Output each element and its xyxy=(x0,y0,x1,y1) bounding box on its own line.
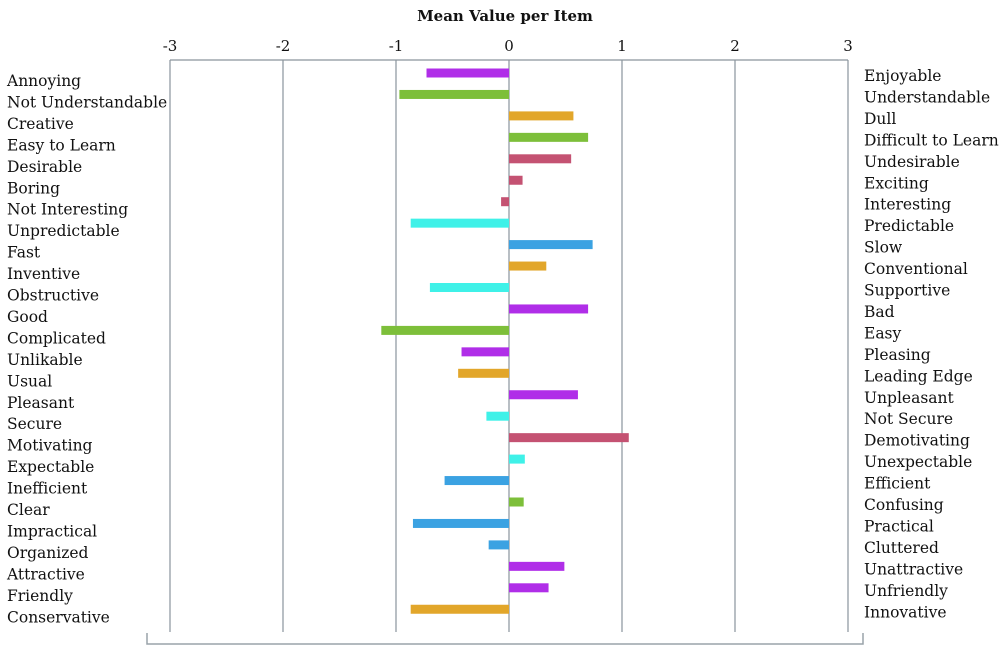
bar xyxy=(426,68,509,78)
right-category-label: Predictable xyxy=(864,217,954,235)
bars xyxy=(381,68,629,614)
bottom-bracket xyxy=(146,633,864,645)
left-category-label: Inventive xyxy=(7,265,80,283)
bar xyxy=(488,540,509,550)
bar xyxy=(429,283,509,292)
left-category-label: Usual xyxy=(7,372,52,390)
bar xyxy=(509,240,593,250)
left-category-label: Not Understandable xyxy=(7,93,167,111)
right-category-label: Efficient xyxy=(864,475,931,493)
bar xyxy=(399,89,509,99)
tick-labels: -3 -2 -1 0 1 2 3 xyxy=(163,37,853,55)
right-category-label: Difficult to Learn xyxy=(864,131,999,149)
left-category-label: Motivating xyxy=(7,437,93,455)
left-category-label: Attractive xyxy=(6,565,85,583)
bar xyxy=(509,175,523,185)
bar xyxy=(461,347,509,357)
right-category-label: Enjoyable xyxy=(864,67,942,85)
right-category-label: Confusing xyxy=(864,496,944,514)
right-category-label: Interesting xyxy=(864,196,951,214)
bar xyxy=(509,583,549,593)
bar xyxy=(509,132,589,142)
left-category-label: Good xyxy=(7,308,48,326)
right-category-label: Not Secure xyxy=(864,410,953,428)
right-category-label: Conventional xyxy=(864,260,968,278)
left-category-label: Creative xyxy=(7,115,74,133)
frame-layer xyxy=(146,633,864,645)
left-category-label: Expectable xyxy=(7,458,94,476)
right-category-label: Pleasing xyxy=(864,346,931,364)
x-tick-label: -3 xyxy=(163,37,178,55)
left-category-label: Conservative xyxy=(7,608,110,626)
left-category-label: Pleasant xyxy=(7,394,75,412)
right-labels: Enjoyable Understandable Dull Difficult to … xyxy=(864,67,999,621)
left-category-label: Complicated xyxy=(7,329,106,347)
right-category-label: Dull xyxy=(864,110,896,128)
left-category-label: Annoying xyxy=(6,72,81,90)
bar xyxy=(412,518,509,528)
bar xyxy=(509,454,525,464)
left-category-label: Unpredictable xyxy=(7,222,120,240)
bar xyxy=(509,433,629,443)
bar xyxy=(509,561,565,571)
x-tick-label: 2 xyxy=(730,37,740,55)
bar xyxy=(509,261,547,271)
right-category-label: Unattractive xyxy=(864,560,963,578)
right-category-label: Supportive xyxy=(864,282,950,300)
x-tick-label: 3 xyxy=(843,37,853,55)
bar xyxy=(444,476,509,486)
bar xyxy=(486,411,509,421)
left-category-label: Not Interesting xyxy=(7,201,128,219)
x-tick-label: 0 xyxy=(504,37,514,55)
right-category-label: Demotivating xyxy=(864,432,970,450)
right-category-label: Unexpectable xyxy=(864,453,972,471)
right-category-label: Practical xyxy=(864,517,934,535)
bar xyxy=(458,368,509,378)
left-category-label: Secure xyxy=(7,415,62,433)
x-tick-label: -2 xyxy=(276,37,291,55)
left-category-label: Friendly xyxy=(7,587,73,605)
left-category-label: Obstructive xyxy=(7,287,99,305)
bar xyxy=(509,111,574,121)
left-category-label: Organized xyxy=(7,544,89,562)
right-category-label: Slow xyxy=(864,239,903,257)
bar xyxy=(410,218,509,228)
right-category-label: Easy xyxy=(864,324,902,342)
left-category-label: Unlikable xyxy=(7,351,83,369)
right-category-label: Bad xyxy=(864,303,895,321)
left-category-label: Easy to Learn xyxy=(7,136,116,154)
right-category-label: Exciting xyxy=(864,174,929,192)
left-category-label: Boring xyxy=(7,179,60,197)
left-category-label: Fast xyxy=(7,244,41,262)
bar xyxy=(509,304,589,314)
bar xyxy=(381,325,509,335)
bar xyxy=(509,497,524,507)
bar xyxy=(509,390,578,400)
bar xyxy=(509,154,572,164)
bar xyxy=(501,197,509,207)
bar xyxy=(410,604,509,614)
left-category-label: Clear xyxy=(7,501,50,519)
right-category-label: Innovative xyxy=(864,603,947,621)
right-category-label: Undesirable xyxy=(864,153,960,171)
right-category-label: Unfriendly xyxy=(864,582,948,600)
right-category-label: Cluttered xyxy=(864,539,939,557)
left-category-label: Impractical xyxy=(7,522,97,540)
right-category-label: Understandable xyxy=(864,88,990,106)
chart-title: Mean Value per Item xyxy=(417,7,593,25)
right-category-label: Leading Edge xyxy=(864,367,973,385)
left-labels: Annoying Not Understandable Creative Easy t… xyxy=(6,72,167,626)
x-tick-label: 1 xyxy=(617,37,627,55)
x-tick-label: -1 xyxy=(389,37,404,55)
right-category-label: Unpleasant xyxy=(864,389,955,407)
left-category-label: Desirable xyxy=(7,158,82,176)
left-category-label: Inefficient xyxy=(7,480,88,498)
